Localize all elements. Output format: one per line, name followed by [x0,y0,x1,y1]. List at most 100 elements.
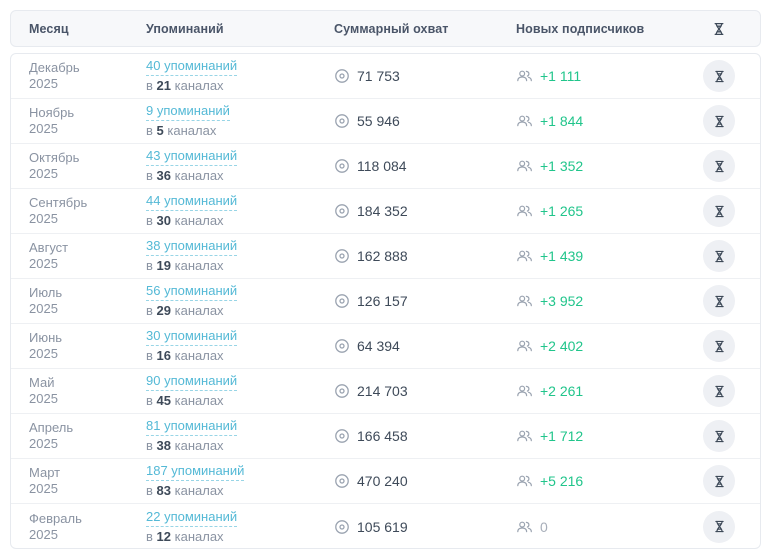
mentions-link[interactable]: 44 упоминаний [146,193,238,211]
reach-cell: 166 458 [334,428,516,444]
channels-prefix: в [146,213,153,228]
hourglass-icon [712,294,727,309]
reach-cell: 105 619 [334,519,516,535]
history-button[interactable] [703,285,735,317]
month-name: Июнь [29,330,63,345]
month-year: 2025 [29,76,58,91]
reach-value: 71 753 [357,68,400,84]
month-year: 2025 [29,256,58,271]
history-button[interactable] [703,105,735,137]
month-cell: Июнь 2025 [29,330,146,362]
eye-icon [334,248,350,264]
subscribers-cell: +1 265 [516,203,696,219]
month-cell: Февраль 2025 [29,511,146,543]
action-cell [696,375,742,407]
channels-suffix: каналах [174,213,224,228]
channels-suffix: каналах [167,123,217,138]
history-button[interactable] [703,465,735,497]
mentions-link[interactable]: 81 упоминаний [146,418,238,436]
table-row: Сентябрь 2025 44 упоминаний в 30 каналах… [11,189,760,234]
channels-count: 30 [156,213,171,228]
month-year: 2025 [29,481,58,496]
reach-value: 55 946 [357,113,400,129]
subscribers-cell: +5 216 [516,473,696,489]
eye-icon [334,473,350,489]
people-icon [516,383,533,399]
month-cell: Ноябрь 2025 [29,105,146,137]
people-icon [516,293,533,309]
month-name: Декабрь [29,60,80,75]
reach-cell: 71 753 [334,68,516,84]
reach-cell: 214 703 [334,383,516,399]
subscribers-cell: +1 439 [516,248,696,264]
month-year: 2025 [29,346,58,361]
table-row: Февраль 2025 22 упоминаний в 12 каналах … [11,504,760,548]
hourglass-icon [711,21,727,37]
history-button[interactable] [703,60,735,92]
subscribers-value: +1 439 [540,248,584,264]
mentions-link[interactable]: 22 упоминаний [146,509,238,527]
table-row: Декабрь 2025 40 упоминаний в 21 каналах … [11,54,760,99]
hourglass-icon [712,429,727,444]
mentions-link[interactable]: 30 упоминаний [146,328,238,346]
channels-suffix: каналах [174,258,224,273]
history-button[interactable] [703,330,735,362]
mentions-cell: 44 упоминаний в 30 каналах [146,193,334,229]
reach-value: 126 157 [357,293,408,309]
channels-prefix: в [146,348,153,363]
month-cell: Май 2025 [29,375,146,407]
channels-line: в 12 каналах [146,529,334,545]
hourglass-icon [712,519,727,534]
hourglass-icon [712,159,727,174]
table-row: Август 2025 38 упоминаний в 19 каналах 1… [11,234,760,279]
history-button[interactable] [703,150,735,182]
reach-cell: 470 240 [334,473,516,489]
mentions-link[interactable]: 56 упоминаний [146,283,238,301]
channels-suffix: каналах [174,78,224,93]
channels-count: 45 [156,393,171,408]
hourglass-icon [712,339,727,354]
action-cell [696,285,742,317]
action-cell [696,150,742,182]
month-cell: Март 2025 [29,465,146,497]
mentions-cell: 43 упоминаний в 36 каналах [146,148,334,184]
subscribers-cell: +1 712 [516,428,696,444]
channels-count: 83 [156,483,171,498]
eye-icon [334,383,350,399]
channels-prefix: в [146,438,153,453]
hourglass-icon [712,114,727,129]
subscribers-value: +5 216 [540,473,584,489]
month-name: Август [29,240,69,255]
column-header-reach: Суммарный охват [334,21,449,36]
mentions-link[interactable]: 40 упоминаний [146,58,238,76]
channels-line: в 38 каналах [146,438,334,454]
action-cell [696,60,742,92]
mentions-link[interactable]: 43 упоминаний [146,148,238,166]
history-button[interactable] [703,195,735,227]
channels-count: 19 [156,258,171,273]
reach-value: 214 703 [357,383,408,399]
channels-line: в 83 каналах [146,483,334,499]
history-button[interactable] [703,510,735,543]
mentions-link[interactable]: 187 упоминаний [146,463,245,481]
mentions-link[interactable]: 38 упоминаний [146,238,238,256]
people-icon [516,473,533,489]
subscribers-value: +3 952 [540,293,584,309]
month-name: Июль [29,285,63,300]
history-button[interactable] [703,420,735,452]
channels-line: в 21 каналах [146,78,334,94]
reach-value: 105 619 [357,518,408,535]
month-name: Март [29,465,61,480]
channels-count: 12 [156,528,171,544]
history-button[interactable] [703,240,735,272]
mentions-link[interactable]: 9 упоминаний [146,103,230,121]
channels-suffix: каналах [174,438,224,453]
mentions-cell: 22 упоминаний в 12 каналах [146,509,334,545]
history-button[interactable] [703,375,735,407]
eye-icon [334,519,350,535]
subscribers-cell: +1 844 [516,113,696,129]
people-icon [516,338,533,354]
channels-suffix: каналах [174,483,224,498]
eye-icon [334,158,350,174]
mentions-link[interactable]: 90 упоминаний [146,373,238,391]
